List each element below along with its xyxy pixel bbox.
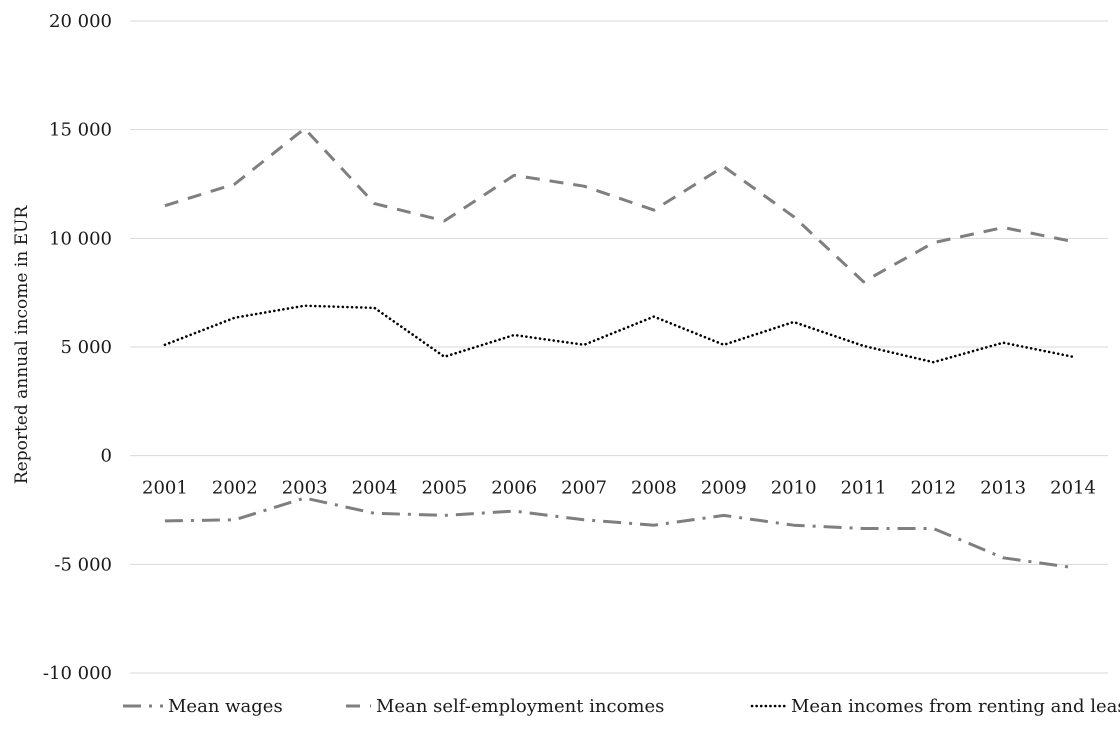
x-tick-label: 2008 bbox=[631, 478, 677, 499]
legend-label: Mean self-employment incomes bbox=[376, 696, 664, 717]
legend-label: Mean wages bbox=[168, 696, 283, 717]
y-tick-label: 20 000 bbox=[49, 11, 112, 32]
x-tick-label: 2006 bbox=[491, 478, 537, 499]
x-tick-label: 2013 bbox=[980, 478, 1026, 499]
x-tick-label: 2009 bbox=[701, 478, 747, 499]
legend: Mean wages Mean self-employment incomes Me… bbox=[123, 696, 1120, 717]
y-axis-ticks: 20 000 15 000 10 000 5 000 0 -5 000 -10 000 bbox=[43, 11, 112, 684]
x-tick-label: 2005 bbox=[421, 478, 467, 499]
y-tick-label: 0 bbox=[101, 446, 112, 467]
series-line bbox=[164, 496, 1074, 570]
x-axis-ticks: 2001 2002 2003 2004 2005 2006 2007 2008 2009 2010… bbox=[142, 478, 1096, 499]
x-tick-label: 2007 bbox=[561, 478, 607, 499]
y-axis-title: Reported annual income in EUR bbox=[12, 205, 32, 484]
x-tick-label: 2003 bbox=[282, 478, 328, 499]
x-tick-label: 2004 bbox=[352, 478, 398, 499]
x-tick-label: 2012 bbox=[910, 478, 956, 499]
y-tick-label: 15 000 bbox=[49, 120, 112, 141]
x-tick-label: 2010 bbox=[771, 478, 817, 499]
x-tick-label: 2011 bbox=[841, 478, 887, 499]
x-tick-label: 2014 bbox=[1050, 478, 1096, 499]
y-tick-label: 10 000 bbox=[49, 228, 112, 249]
x-tick-label: 2002 bbox=[212, 478, 258, 499]
y-tick-label: -10 000 bbox=[43, 663, 112, 684]
legend-label: Mean incomes from renting and leasing bbox=[791, 696, 1120, 717]
y-tick-label: 5 000 bbox=[60, 337, 112, 358]
series-lines bbox=[163, 127, 1075, 570]
y-tick-label: -5 000 bbox=[54, 554, 112, 575]
gridlines bbox=[130, 20, 1108, 674]
series-line bbox=[164, 127, 1074, 284]
x-tick-label: 2001 bbox=[142, 478, 188, 499]
series-line bbox=[163, 304, 1075, 364]
